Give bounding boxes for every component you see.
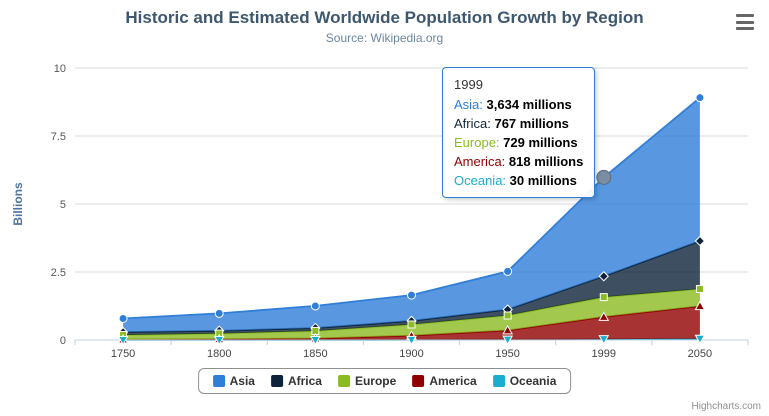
chart-subtitle: Source: Wikipedia.org — [325, 31, 444, 45]
y-tick-label: 2.5 — [51, 267, 66, 279]
legend-symbol — [412, 375, 425, 387]
marker-america[interactable] — [598, 311, 610, 321]
marker-africa[interactable] — [694, 235, 706, 247]
marker-oceania[interactable] — [406, 335, 417, 346]
marker-america[interactable] — [694, 300, 706, 311]
marker-oceania[interactable] — [694, 334, 706, 345]
x-category-label: 1950 — [495, 348, 519, 360]
x-category-label: 1999 — [592, 348, 616, 360]
legend-label: Asia — [229, 374, 255, 388]
marker-asia[interactable] — [214, 308, 224, 318]
x-category-label: 1750 — [111, 348, 135, 360]
marker-europe[interactable] — [599, 293, 608, 302]
area-asia[interactable] — [123, 97, 700, 333]
legend-item-africa[interactable]: Africa — [270, 374, 322, 388]
credits-link[interactable]: Highcharts.com — [691, 401, 761, 412]
marker-oceania[interactable] — [117, 335, 129, 346]
x-category-label: 1900 — [399, 348, 423, 360]
y-tick-label: 7.5 — [51, 131, 66, 143]
tooltip-line-asia: Asia: 3,634 millions — [454, 97, 572, 112]
marker-america[interactable] — [502, 324, 513, 335]
legend-label: America — [429, 374, 477, 388]
tooltip: 1999 Asia: 3,634 millions Africa: 767 mil… — [442, 67, 596, 198]
hamburger-menu-icon[interactable] — [736, 13, 756, 31]
marker-asia[interactable] — [695, 93, 705, 103]
marker-europe[interactable] — [695, 285, 704, 293]
hamburger-bar — [736, 27, 754, 30]
legend-item-europe[interactable]: Europe — [337, 374, 397, 388]
legend-symbol — [212, 375, 225, 387]
marker-oceania[interactable] — [502, 335, 513, 346]
legend-label: Europe — [354, 374, 397, 388]
hamburger-bar — [736, 20, 754, 24]
marker-asia[interactable] — [310, 301, 320, 311]
marker-oceania[interactable] — [310, 335, 321, 346]
marker-oceania[interactable] — [213, 335, 225, 346]
y-tick-label: 0 — [60, 335, 66, 347]
legend-item-america[interactable]: America — [412, 374, 477, 388]
y-axis-title: Billions — [11, 182, 25, 226]
tooltip-line-oceania: Oceania: 30 millions — [454, 173, 577, 188]
marker-europe[interactable] — [407, 320, 416, 329]
area-africa[interactable] — [123, 241, 700, 335]
y-tick-label: 10 — [54, 63, 66, 75]
legend-symbol — [492, 375, 505, 387]
marker-asia[interactable] — [407, 290, 416, 300]
legend-item-asia[interactable]: Asia — [212, 374, 255, 388]
legend: Asia Africa Europe America Oceania — [197, 368, 572, 394]
y-tick-label: 5 — [60, 199, 66, 211]
marker-europe[interactable] — [503, 311, 512, 320]
hover-marker[interactable] — [596, 169, 612, 185]
marker-asia[interactable] — [118, 313, 128, 323]
legend-symbol — [337, 375, 350, 387]
marker-asia[interactable] — [503, 266, 513, 276]
hamburger-bar — [736, 14, 754, 17]
marker-africa[interactable] — [598, 271, 609, 282]
legend-item-oceania[interactable]: Oceania — [492, 374, 557, 388]
chart-title: Historic and Estimated Worldwide Populat… — [125, 8, 644, 27]
tooltip-line-america: America: 818 millions — [454, 154, 584, 169]
legend-label: Oceania — [509, 374, 557, 388]
legend-label: Africa — [287, 374, 322, 388]
x-category-label: 2050 — [688, 348, 712, 360]
x-category-label: 1850 — [303, 348, 327, 360]
tooltip-line-europe: Europe: 729 millions — [454, 135, 578, 150]
tooltip-line-africa: Africa: 767 millions — [454, 116, 569, 131]
marker-oceania[interactable] — [598, 335, 610, 345]
area-america[interactable] — [123, 306, 700, 340]
x-category-label: 1800 — [207, 348, 231, 360]
tooltip-header: 1999 — [454, 77, 483, 92]
legend-symbol — [270, 375, 283, 387]
